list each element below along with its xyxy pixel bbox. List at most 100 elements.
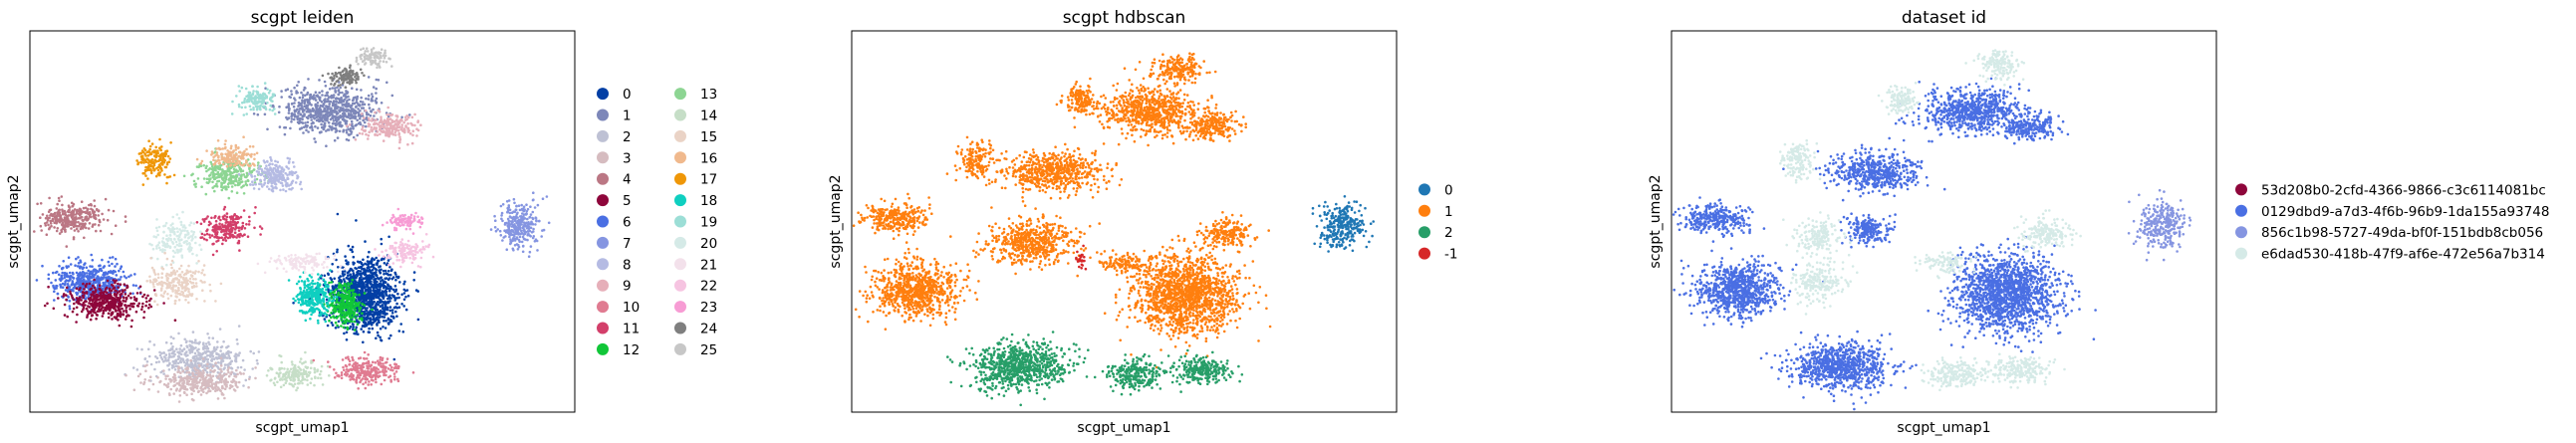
data-point <box>198 357 201 360</box>
data-point <box>186 388 189 391</box>
data-point <box>183 338 186 341</box>
data-point <box>360 374 363 377</box>
data-point <box>387 295 390 298</box>
data-point <box>329 269 332 272</box>
data-point <box>136 292 139 295</box>
data-point <box>118 309 121 312</box>
data-point <box>393 378 396 381</box>
data-point <box>300 92 303 95</box>
data-point <box>364 269 367 272</box>
data-point <box>309 318 312 321</box>
data-point <box>392 316 395 319</box>
data-point <box>55 279 58 282</box>
data-point <box>333 100 336 103</box>
data-point <box>207 358 210 361</box>
data-point <box>79 267 82 270</box>
data-point <box>156 376 159 379</box>
data-point <box>370 262 373 265</box>
data-point <box>213 357 216 360</box>
data-point <box>326 314 329 317</box>
data-point <box>387 376 390 379</box>
data-point <box>368 383 371 386</box>
data-point <box>376 313 379 316</box>
data-point <box>179 378 182 381</box>
data-point <box>122 313 125 316</box>
data-point <box>367 373 370 376</box>
data-point <box>137 303 140 306</box>
data-point <box>344 255 347 258</box>
data-point <box>379 336 382 339</box>
data-point <box>194 338 197 341</box>
data-point <box>310 381 313 384</box>
data-point <box>396 293 399 296</box>
data-point <box>374 279 377 282</box>
data-point <box>184 364 187 367</box>
data-point <box>107 308 110 311</box>
data-point <box>311 128 314 131</box>
data-point <box>317 320 320 323</box>
data-point <box>325 284 328 287</box>
data-point <box>180 361 183 364</box>
data-point <box>283 126 286 129</box>
data-point <box>295 389 298 392</box>
data-point <box>357 324 360 327</box>
data-point <box>383 320 386 323</box>
data-point <box>354 369 357 372</box>
data-point <box>317 368 320 371</box>
data-point <box>127 314 129 317</box>
data-point <box>306 375 309 378</box>
data-point <box>375 369 378 372</box>
data-point <box>66 287 69 290</box>
data-point <box>381 383 384 386</box>
data-point <box>359 110 362 112</box>
data-point <box>234 359 237 362</box>
data-point <box>131 303 134 306</box>
data-point <box>209 355 212 358</box>
data-point <box>124 283 127 286</box>
data-point <box>315 296 318 299</box>
data-point <box>392 276 395 279</box>
data-point <box>390 288 393 291</box>
data-point <box>192 372 195 375</box>
data-point <box>346 338 349 341</box>
data-point <box>320 312 323 315</box>
data-point <box>364 292 367 295</box>
data-point <box>349 360 352 363</box>
data-point <box>312 311 315 314</box>
data-point <box>375 274 378 277</box>
data-point <box>371 294 374 297</box>
data-point <box>294 371 297 374</box>
data-point <box>77 303 80 306</box>
data-point <box>394 273 397 276</box>
data-point <box>278 374 281 377</box>
data-point <box>219 368 222 371</box>
data-point <box>387 323 390 326</box>
data-point <box>318 293 321 296</box>
data-point <box>143 294 146 297</box>
data-point <box>310 314 313 317</box>
data-point <box>285 116 288 119</box>
data-point <box>359 318 362 321</box>
data-point <box>205 392 208 395</box>
data-point <box>358 298 361 301</box>
data-point <box>109 293 112 296</box>
data-point <box>82 268 85 271</box>
data-point <box>370 383 373 386</box>
data-point <box>339 309 342 312</box>
data-point <box>72 273 75 276</box>
data-point <box>389 379 392 382</box>
data-point <box>387 337 390 340</box>
data-point <box>167 356 170 359</box>
data-point <box>327 273 330 276</box>
data-point <box>129 297 132 300</box>
data-point <box>364 321 367 324</box>
data-point <box>145 301 148 304</box>
data-point <box>41 265 44 268</box>
data-point <box>331 300 334 303</box>
data-point <box>129 274 132 277</box>
data-point <box>355 317 358 320</box>
data-point <box>114 282 117 285</box>
data-point <box>174 376 177 379</box>
data-point <box>112 305 115 308</box>
data-point <box>358 273 361 276</box>
